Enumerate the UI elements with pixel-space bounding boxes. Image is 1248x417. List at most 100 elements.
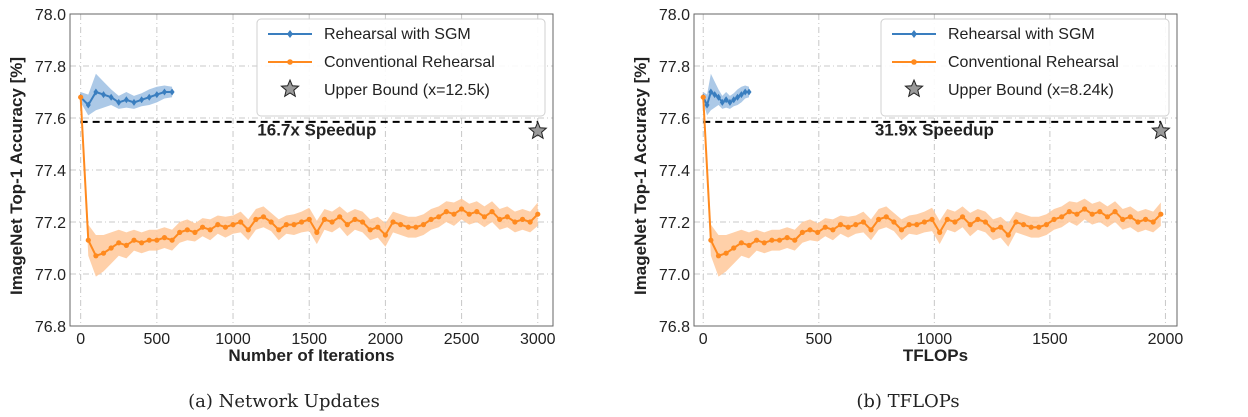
data-point-conv <box>1028 224 1034 230</box>
legend-label-conv: Conventional Rehearsal <box>324 54 495 71</box>
upper-bound-star-icon <box>1151 120 1171 140</box>
data-point-conv <box>1097 209 1103 215</box>
data-point-conv <box>807 227 813 233</box>
data-point-conv <box>837 222 844 228</box>
data-point-conv <box>1120 216 1126 222</box>
data-point-sgm <box>742 88 748 96</box>
data-point-conv <box>123 242 129 248</box>
data-point-conv <box>314 229 320 235</box>
data-point-conv <box>998 224 1004 230</box>
legend-star-icon <box>904 78 924 98</box>
y-axis-label: ImageNet Top-1 Accuracy [%] <box>631 57 650 295</box>
data-point-conv <box>975 216 981 222</box>
data-point-conv <box>1150 219 1156 225</box>
data-point-conv <box>929 216 935 222</box>
data-point-conv <box>161 235 168 241</box>
legend-star-icon <box>280 78 300 98</box>
data-point-conv <box>860 219 866 225</box>
data-point-sgm <box>85 101 91 109</box>
data-point-conv <box>108 245 114 251</box>
data-point-conv <box>1081 206 1088 212</box>
speedup-annotation: 31.9x Speedup <box>875 121 994 140</box>
legend-marker-conv <box>911 59 917 65</box>
x-tick-label: 1500 <box>291 331 327 348</box>
x-tick-label: 2000 <box>368 331 404 348</box>
data-point-sgm <box>146 93 152 101</box>
x-tick-label: 0 <box>699 331 708 348</box>
data-point-conv <box>238 219 244 225</box>
data-point-conv <box>497 216 503 222</box>
data-point-conv <box>815 229 821 235</box>
data-point-conv <box>776 237 783 243</box>
plot-frame <box>69 13 554 327</box>
plot-frame <box>693 13 1178 327</box>
y-tick-label: 77.4 <box>659 163 690 180</box>
legend-marker-conv <box>287 59 293 65</box>
data-point-conv <box>405 224 411 230</box>
data-point-conv <box>891 219 897 225</box>
y-tick-label: 78.0 <box>35 7 66 24</box>
data-point-conv <box>291 222 297 228</box>
data-point-conv <box>93 253 99 259</box>
data-point-conv <box>708 237 714 243</box>
x-tick-label: 1000 <box>917 331 953 348</box>
data-point-conv <box>519 216 526 222</box>
data-point-conv <box>382 232 388 238</box>
data-point-conv <box>222 224 229 230</box>
data-point-conv <box>792 237 798 243</box>
data-point-sgm <box>169 88 175 96</box>
data-point-conv <box>1066 209 1072 215</box>
data-point-conv <box>352 216 358 222</box>
data-point-conv <box>754 237 760 243</box>
data-point-conv <box>830 227 836 233</box>
data-point-conv <box>1013 219 1019 225</box>
data-point-conv <box>512 219 518 225</box>
data-point-conv <box>154 237 160 243</box>
data-point-conv <box>1059 214 1065 220</box>
data-point-conv <box>451 211 457 217</box>
data-point-conv <box>276 227 282 233</box>
data-point-conv <box>876 216 882 222</box>
data-point-sgm <box>746 88 752 96</box>
data-point-conv <box>1005 232 1011 238</box>
data-point-conv <box>1074 211 1080 217</box>
data-point-conv <box>100 250 107 256</box>
data-point-conv <box>428 216 434 222</box>
speedup-annotation: 16.7x Speedup <box>257 121 376 140</box>
data-point-conv <box>139 240 145 246</box>
data-point-conv <box>1020 222 1027 228</box>
data-point-conv <box>784 235 790 241</box>
legend-box <box>256 18 546 117</box>
data-point-conv <box>489 209 495 215</box>
data-point-conv <box>306 216 312 222</box>
legend-marker-sgm <box>287 30 293 38</box>
data-point-conv <box>853 222 859 228</box>
data-point-conv <box>1036 224 1042 230</box>
data-point-conv <box>215 222 221 228</box>
data-point-conv <box>883 214 889 220</box>
confidence-band-sgm <box>80 73 173 116</box>
data-point-conv <box>715 253 722 259</box>
confidence-band-conv <box>703 92 1161 277</box>
y-tick-label: 77.6 <box>659 111 690 128</box>
data-point-conv <box>375 224 381 230</box>
data-point-conv <box>1112 209 1118 215</box>
data-point-conv <box>959 214 966 220</box>
data-point-sgm <box>708 88 714 96</box>
data-point-sgm <box>719 98 725 106</box>
figure-caption: (a) Network Updates <box>188 391 380 412</box>
y-tick-label: 77.8 <box>35 59 66 76</box>
data-point-conv <box>731 245 737 251</box>
data-point-conv <box>914 222 920 228</box>
data-point-sgm <box>123 96 129 104</box>
data-point-conv <box>116 240 122 246</box>
data-point-conv <box>527 219 533 225</box>
data-point-conv <box>700 94 706 100</box>
data-point-conv <box>761 240 767 246</box>
data-point-sgm <box>731 96 737 104</box>
data-point-conv <box>177 229 183 235</box>
data-point-conv <box>367 227 373 233</box>
data-point-sgm <box>704 101 710 109</box>
data-point-sgm <box>161 88 167 96</box>
data-point-conv <box>184 227 190 233</box>
